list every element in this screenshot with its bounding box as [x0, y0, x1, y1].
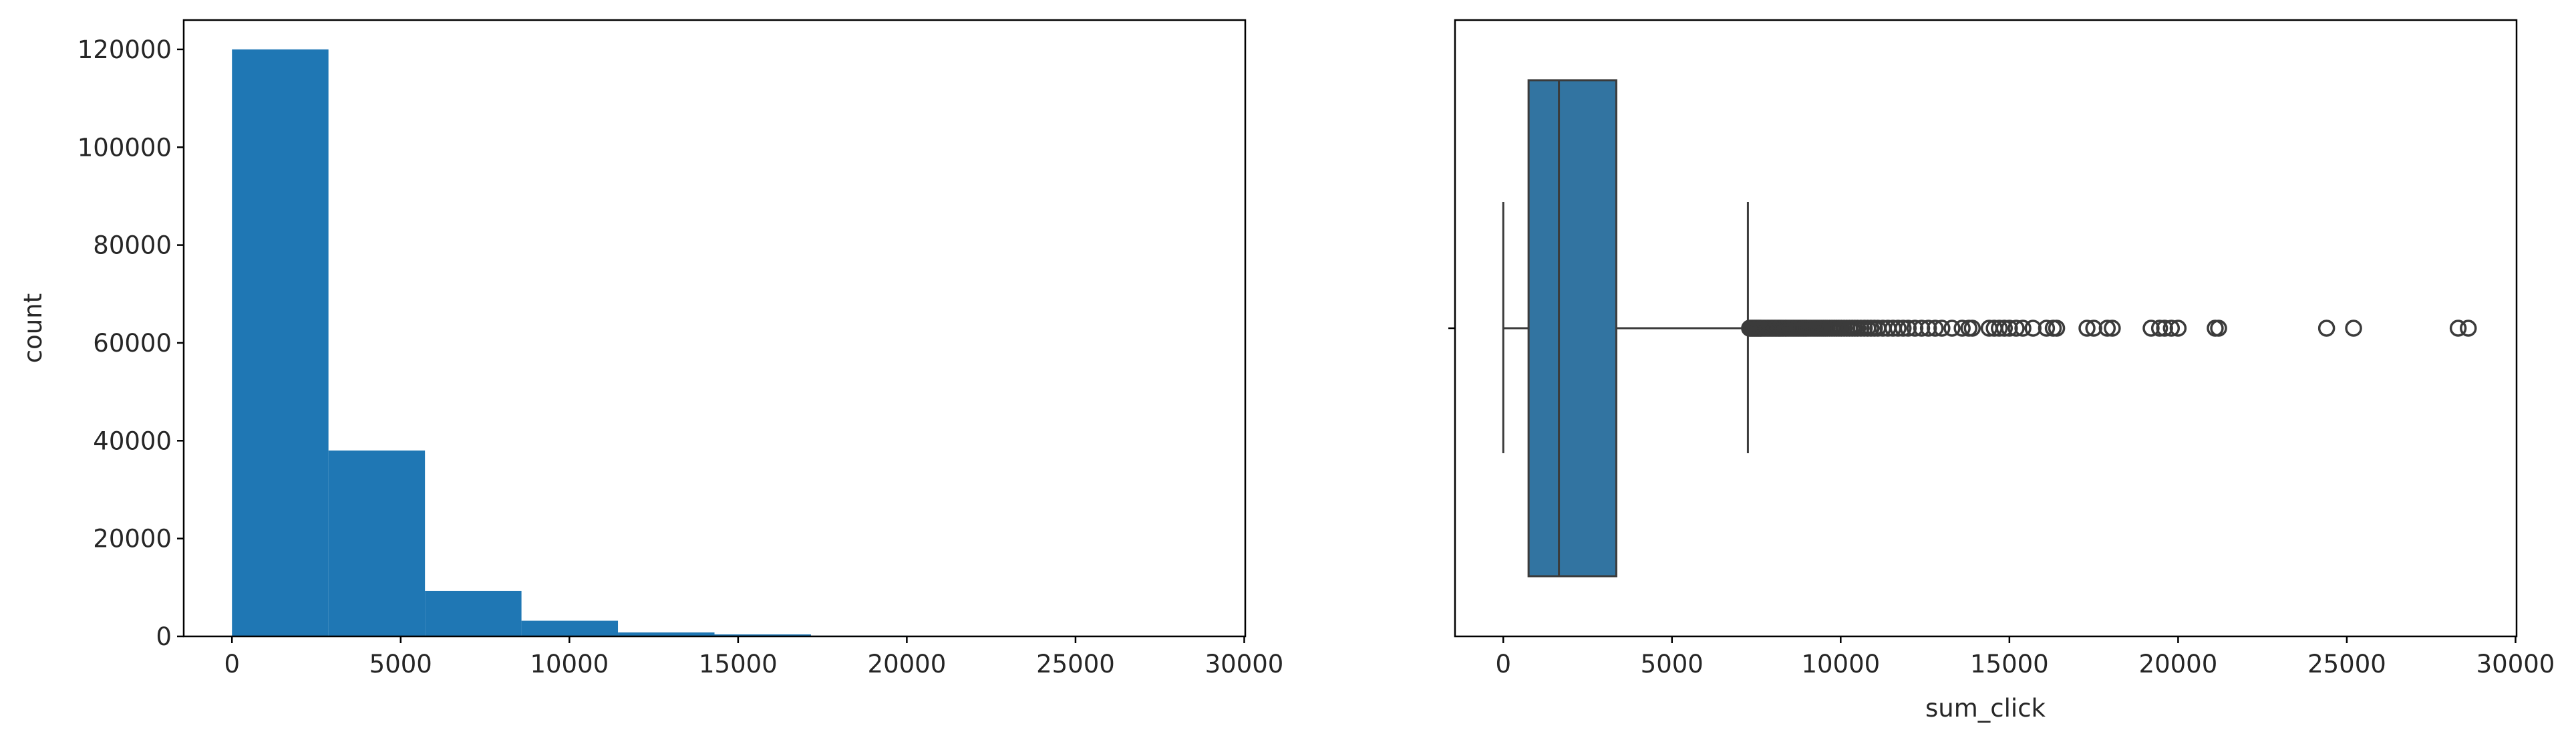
boxplot-outlier	[2078, 320, 2096, 337]
boxplot-x-tick-label: 0	[1495, 650, 1511, 678]
boxplot-outlier	[1895, 320, 1912, 337]
boxplot-x-tick-label: 5000	[1641, 650, 1704, 678]
histogram-frame	[182, 19, 1247, 638]
boxplot-outlier	[2162, 320, 2181, 337]
boxplot-x-tick-label: 20000	[2139, 650, 2218, 678]
boxplot-outlier	[2150, 320, 2168, 337]
histogram-bar	[618, 632, 715, 636]
histogram-y-tick-label: 40000	[93, 426, 172, 455]
boxplot-outlier	[2048, 320, 2066, 337]
boxplot-outlier	[1906, 320, 1924, 337]
boxplot-outlier	[1943, 320, 1961, 337]
boxplot-outlier	[2001, 320, 2018, 337]
boxplot-elements	[1502, 79, 1749, 578]
boxplot-outlier	[2156, 320, 2173, 337]
boxplot-outlier	[1926, 320, 1944, 337]
histogram-y-tick-label: 120000	[77, 35, 172, 64]
boxplot-outlier	[2098, 320, 2116, 337]
boxplot-frame	[1454, 19, 2518, 638]
histogram-y-axis-label: count	[19, 293, 47, 363]
histogram-x-tick-label: 5000	[369, 650, 432, 678]
histogram-y-tick-label: 60000	[93, 329, 172, 358]
boxplot-outlier	[2142, 320, 2160, 337]
boxplot-outlier	[2460, 320, 2477, 337]
histogram-y-ticks: 0 20000 40000 60000 80000 100000 120000	[77, 35, 184, 651]
boxplot-x-tick-label: 15000	[1970, 650, 2049, 678]
histogram-bar	[328, 450, 426, 636]
histogram-y-tick-label: 80000	[93, 231, 172, 260]
boxplot-outlier	[2207, 320, 2224, 337]
boxplot-outlier	[1889, 320, 1907, 337]
boxplot-x-ticks: 0 5000 10000 15000 20000 25000 30000	[1495, 636, 2555, 678]
histogram-x-tick-label: 15000	[699, 650, 778, 678]
histogram-bar	[714, 634, 811, 636]
histogram-bar	[425, 590, 522, 636]
boxplot-outlier	[1913, 320, 1931, 337]
boxplot-outlier	[1995, 320, 2014, 337]
boxplot-outlier	[2169, 320, 2187, 337]
boxplot-outlier	[2007, 320, 2025, 337]
boxplot-panel: 0 5000 10000 15000 20000 25000 30000 sum_click	[1448, 19, 2555, 723]
histogram-x-tick-label: 30000	[1205, 650, 1284, 678]
boxplot-x-axis-label: sum_click	[1925, 694, 2046, 723]
boxplot-outlier	[2345, 320, 2362, 337]
boxplot-outlier	[1990, 320, 2008, 337]
boxplot-outlier	[2210, 320, 2227, 337]
boxplot-outlier	[2038, 320, 2056, 337]
boxplot-x-tick-label: 25000	[2307, 650, 2386, 678]
boxplot-box	[1527, 79, 1617, 578]
histogram-y-tick-label: 20000	[93, 525, 172, 553]
histogram-bars	[232, 49, 1197, 636]
histogram-x-tick-label: 10000	[530, 650, 609, 678]
boxplot-outlier	[1919, 320, 1937, 337]
boxplot-x-tick-label: 30000	[2476, 650, 2555, 678]
histogram-x-ticks: 0 5000 10000 15000 20000 25000 30000	[224, 636, 1283, 678]
histogram-x-tick-label: 0	[224, 650, 240, 678]
histogram-x-tick-label: 20000	[868, 650, 947, 678]
histogram-x-tick-label: 25000	[1036, 650, 1115, 678]
boxplot-outliers	[1741, 320, 2477, 337]
boxplot-outlier	[2317, 320, 2336, 337]
boxplot-outlier	[2014, 320, 2032, 337]
histogram-y-tick-label: 100000	[77, 133, 172, 162]
boxplot-outlier	[2085, 320, 2102, 337]
histogram-panel: 0 20000 40000 60000 80000 100000 120000 0 5000 1…	[19, 19, 1283, 678]
histogram-bar	[232, 49, 329, 636]
histogram-y-tick-label: 0	[156, 622, 172, 651]
boxplot-outlier	[1963, 320, 1981, 337]
boxplot-outlier	[2104, 320, 2121, 337]
boxplot-outlier	[1933, 320, 1951, 337]
boxplot-outlier	[2024, 320, 2042, 337]
boxplot-outlier	[2449, 320, 2467, 337]
boxplot-outlier	[1899, 320, 1917, 337]
histogram-bar	[521, 620, 619, 636]
boxplot-outlier	[1953, 320, 1971, 337]
boxplot-x-tick-label: 10000	[1801, 650, 1880, 678]
